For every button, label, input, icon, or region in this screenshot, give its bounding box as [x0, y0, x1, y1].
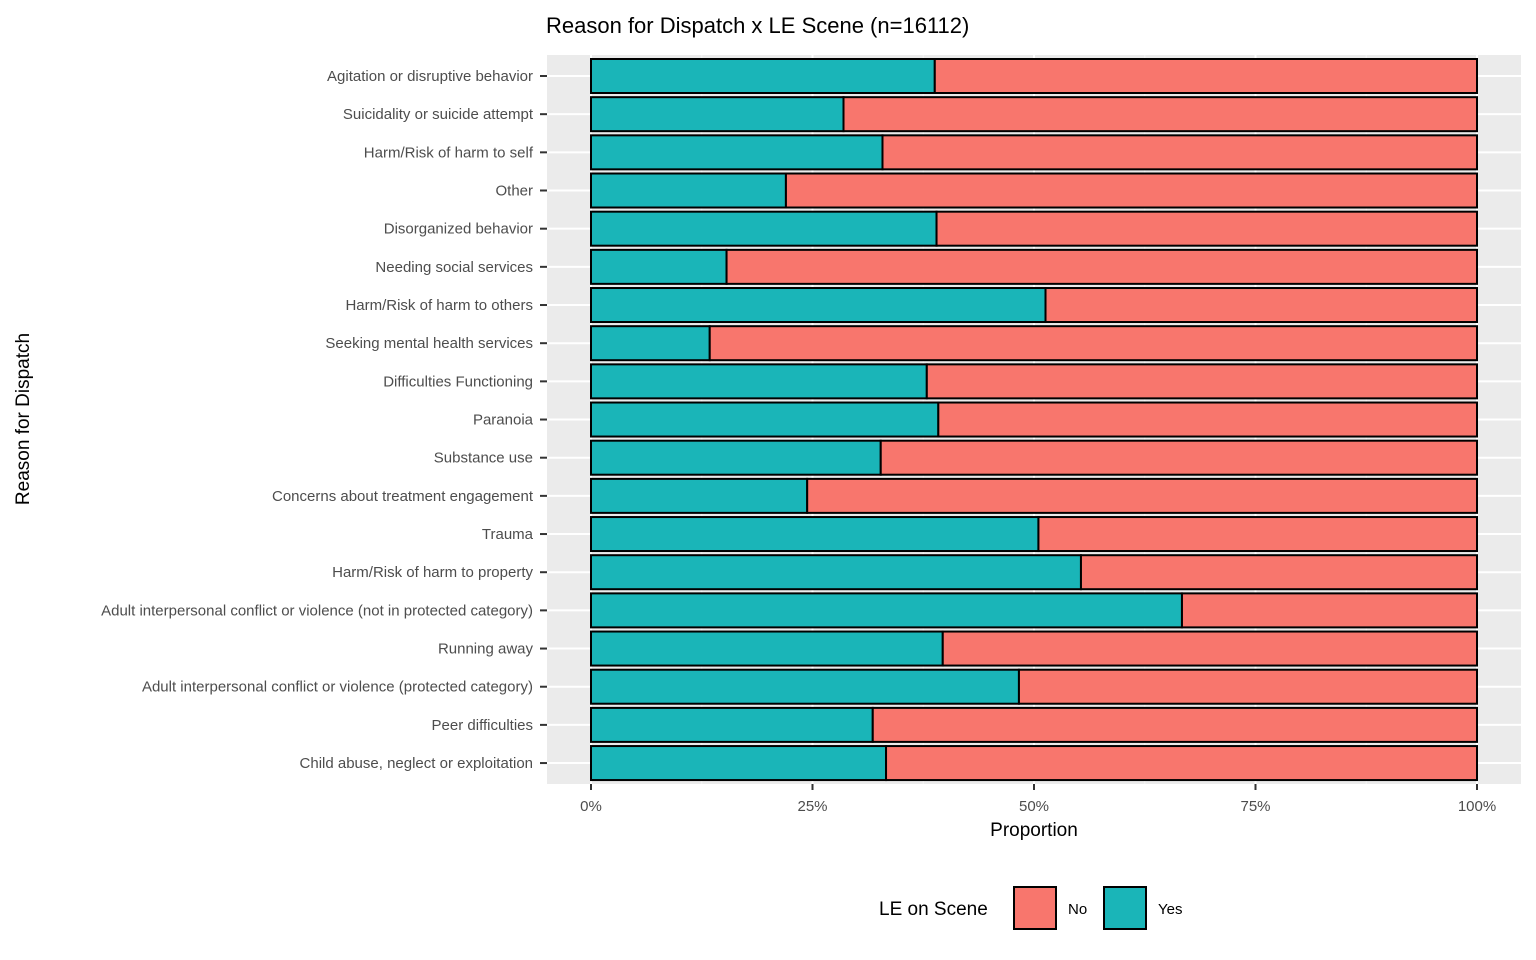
y-tick-label: Disorganized behavior [384, 221, 533, 238]
bar-yes [590, 630, 944, 667]
bar-no [708, 325, 1478, 362]
y-tick-label: Other [495, 183, 533, 200]
bar-yes [590, 592, 1183, 629]
y-tick-label: Running away [438, 641, 534, 658]
bar-yes [590, 248, 728, 285]
bar-no [725, 248, 1478, 285]
y-tick-label: Paranoia [473, 412, 534, 429]
bar-no [935, 210, 1478, 247]
bar-yes [590, 134, 884, 171]
bar-no [925, 363, 1478, 400]
bar-yes [590, 172, 787, 209]
y-tick-label: Concerns about treatment engagement [272, 488, 534, 505]
bar-yes [590, 477, 809, 514]
y-tick-label: Child abuse, neglect or exploitation [300, 755, 533, 772]
y-axis-title: Reason for Dispatch [13, 333, 34, 505]
y-tick-label: Harm/Risk of harm to property [332, 564, 533, 581]
bar-no [885, 745, 1478, 782]
x-tick-label: 75% [1240, 798, 1270, 815]
bar-no [806, 477, 1478, 514]
y-tick-label: Needing social services [375, 259, 533, 276]
bar-yes [590, 363, 928, 400]
x-axis-title: Proportion [990, 820, 1078, 841]
legend-label-yes: Yes [1158, 901, 1182, 918]
bar-no [1180, 592, 1479, 629]
legend-swatch-yes [1103, 886, 1147, 930]
y-tick-label: Substance use [434, 450, 533, 467]
bar-no [879, 439, 1478, 476]
y-tick-label: Agitation or disruptive behavior [327, 68, 533, 85]
bar-no [1079, 554, 1478, 591]
x-tick-label: 50% [1019, 798, 1049, 815]
bar-no [937, 401, 1478, 438]
bar-no [933, 58, 1478, 94]
bar-yes [590, 58, 936, 94]
bar-yes [590, 287, 1047, 324]
bar-yes [590, 668, 1020, 705]
legend: LE on Scene No Yes [879, 886, 1182, 930]
bar-yes [590, 96, 845, 133]
bar-yes [590, 745, 888, 782]
bar-yes [590, 554, 1082, 591]
bar-yes [590, 401, 940, 438]
bar-yes [590, 325, 711, 362]
legend-label-no: No [1068, 901, 1087, 918]
bar-no [784, 172, 1478, 209]
bar-yes [590, 439, 882, 476]
x-axis-labels: 0% 25% 50% 75% 100% [580, 784, 1496, 815]
legend-title: LE on Scene [879, 899, 988, 920]
x-tick-label: 0% [580, 798, 602, 815]
x-tick-label: 100% [1458, 798, 1496, 815]
x-tick-label: 25% [797, 798, 827, 815]
bar-yes [590, 516, 1040, 553]
y-tick-label: Harm/Risk of harm to self [364, 144, 534, 161]
bar-no [1017, 668, 1478, 705]
bar-no [881, 134, 1478, 171]
bar-no [1044, 287, 1478, 324]
y-tick-label: Suicidality or suicide attempt [343, 106, 534, 123]
y-tick-label: Peer difficulties [432, 717, 533, 734]
bar-no [941, 630, 1478, 667]
y-tick-label: Trauma [482, 526, 534, 543]
bar-no [871, 706, 1478, 743]
y-tick-label: Difficulties Functioning [383, 373, 533, 390]
chart-title: Reason for Dispatch x LE Scene (n=16112) [546, 13, 969, 38]
y-tick-label: Adult interpersonal conflict or violence… [142, 679, 533, 696]
y-tick-label: Seeking mental health services [325, 335, 533, 352]
y-axis-labels: Agitation or disruptive behavior Suicidal… [101, 68, 547, 772]
bar-no [1037, 516, 1479, 553]
bar-yes [590, 210, 938, 247]
y-tick-label: Harm/Risk of harm to others [345, 297, 533, 314]
bars [590, 58, 1479, 782]
bar-yes [590, 706, 874, 743]
legend-swatch-no [1013, 886, 1057, 930]
bar-no [842, 96, 1478, 133]
y-tick-label: Adult interpersonal conflict or violence… [101, 602, 533, 619]
